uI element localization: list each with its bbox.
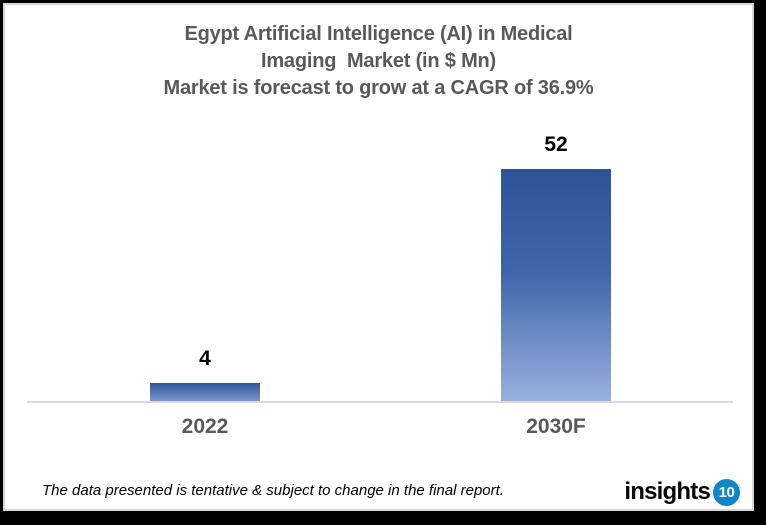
chart-title-line-1: Egypt Artificial Intelligence (AI) in Me… bbox=[184, 23, 573, 45]
bar-value-label-2030f: 52 bbox=[544, 133, 568, 156]
disclaimer-note: The data presented is tentative & subjec… bbox=[42, 482, 504, 499]
bar-group-2030f: 52 bbox=[501, 5, 611, 401]
plot-area: 4 52 bbox=[5, 5, 752, 401]
x-axis-label-2030f: 2030F bbox=[526, 415, 586, 438]
x-axis-line bbox=[27, 401, 733, 403]
chart-card: Egypt Artificial Intelligence (AI) in Me… bbox=[3, 3, 754, 511]
bar-2030f bbox=[501, 169, 611, 401]
bar-2022 bbox=[150, 383, 260, 401]
logo-wordmark: insights bbox=[624, 478, 710, 505]
x-axis-label-2022: 2022 bbox=[181, 415, 229, 438]
insights10-logo: insights 10 bbox=[624, 476, 740, 508]
bar-value-label-2022: 4 bbox=[199, 347, 211, 370]
chart-subtitle-cagr: Market is forecast to grow at a CAGR of … bbox=[163, 77, 594, 99]
logo-10-badge-icon: 10 bbox=[713, 478, 740, 506]
chart-title-line-2: Imaging Market (in $ Mn) bbox=[260, 50, 497, 72]
bar-group-2022: 4 bbox=[150, 5, 260, 401]
chart-title: Egypt Artificial Intelligence (AI) in Me… bbox=[5, 21, 752, 102]
